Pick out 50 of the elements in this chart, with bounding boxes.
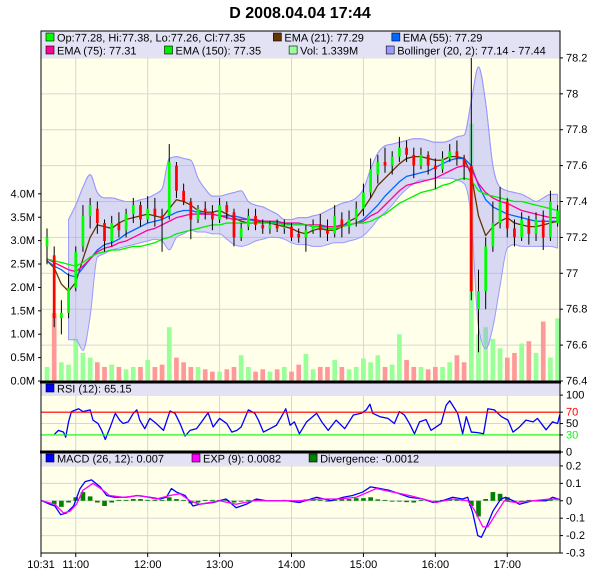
y-tick-label: 77 (566, 268, 578, 280)
x-tick-label: 16:00 (422, 558, 450, 571)
y-tick-label: -0.3 (566, 548, 585, 560)
legend-label: EXP (9): 0.0082 (203, 454, 282, 466)
y-tick-label: 30 (566, 429, 578, 442)
x-tick-label: 15:00 (350, 558, 378, 571)
legend-label: Divergence: -0.0012 (320, 454, 420, 466)
y2-tick-label: 4.0M (10, 188, 35, 200)
y2-tick-label: 0.5M (10, 352, 35, 364)
y-tick-label: 77.8 (566, 124, 588, 136)
legend-label: Op:77.28, Hi:77.38, Lo:77.26, Cl:77.35 (57, 32, 246, 44)
y-tick-label: 70 (566, 406, 578, 419)
y2-tick-label: 2.5M (10, 258, 35, 271)
y-tick-label: 0 (566, 495, 572, 508)
y2-tick-label: 1.5M (10, 305, 35, 318)
y-tick-label: 100 (566, 390, 584, 402)
legend-label: EMA (75): 77.31 (57, 46, 136, 58)
x-tick-label: 10:31 (27, 558, 55, 571)
legend-label: Bollinger (20, 2): 77.14 - 77.44 (397, 46, 546, 58)
y-tick-label: -0.1 (566, 512, 585, 525)
legend-label: MACD (26, 12): 0.007 (57, 454, 164, 466)
y-tick-label: 0 (566, 446, 572, 459)
legend-label: RSI (12): 65.15 (57, 384, 132, 396)
x-tick-label: 13:00 (206, 558, 234, 571)
legend-label: EMA (55): 77.29 (402, 32, 482, 44)
y-tick-label: 78 (566, 88, 578, 100)
y-tick-label: 50 (566, 418, 578, 430)
chart-title: D 2008.04.04 17:44 (229, 5, 371, 22)
y2-tick-label: 3.0M (10, 235, 35, 248)
y-tick-label: 0.2 (566, 460, 582, 472)
y2-tick-label: 3.5M (10, 212, 35, 224)
y-tick-label: 76.6 (566, 340, 588, 352)
x-tick-label: 14:00 (278, 558, 306, 571)
y2-tick-label: 2.0M (10, 282, 35, 294)
y2-tick-label: 0.0M (10, 376, 35, 388)
x-tick-label: 12:00 (134, 558, 162, 571)
legend-label: EMA (150): 77.35 (176, 46, 262, 58)
y-tick-label: 76.4 (566, 376, 588, 388)
y-tick-label: 78.2 (566, 52, 588, 64)
y-tick-label: 77.6 (566, 160, 588, 172)
y-tick-label: 77.4 (566, 196, 588, 208)
legend-label: Vol: 1.339M (300, 46, 358, 58)
y2-tick-label: 1.0M (10, 328, 35, 341)
x-tick-label: 11:00 (62, 558, 90, 571)
y-tick-label: 76.8 (566, 304, 588, 316)
x-tick-label: 17:00 (493, 558, 522, 571)
legend-label: EMA (21): 77.29 (284, 32, 364, 44)
y-tick-label: 77.2 (566, 232, 588, 244)
y-tick-label: -0.2 (566, 530, 585, 542)
y-tick-label: 0.1 (566, 478, 582, 490)
